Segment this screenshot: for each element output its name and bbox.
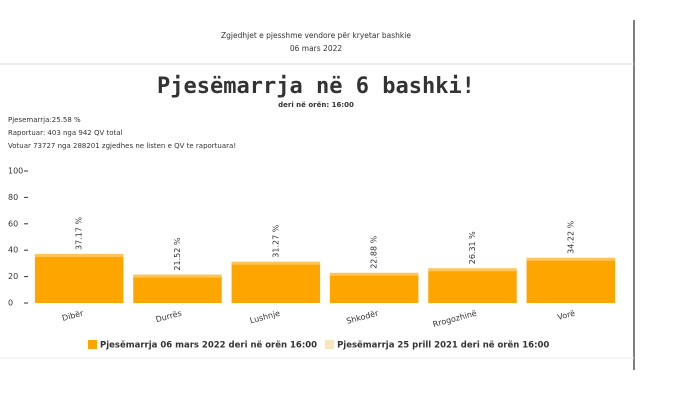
bar: [133, 274, 222, 303]
bar: [428, 268, 517, 303]
x-tick-label: Vorë: [556, 309, 576, 322]
y-tick-label: 20: [8, 272, 18, 281]
legend-label: Pjesëmarrja 25 prill 2021 deri në orën 1…: [337, 341, 549, 351]
x-tick-label: Shkodër: [345, 308, 380, 325]
header-line: Zgjedhjet e pjesshme vendore për kryetar…: [221, 31, 411, 40]
x-tick-label: Durrës: [155, 309, 183, 325]
bar: [329, 272, 419, 303]
bar: [526, 257, 616, 303]
header-date: 06 mars 2022: [290, 44, 343, 53]
y-tick-label: 40: [8, 246, 18, 255]
value-label: 37.17 %: [75, 216, 84, 249]
bar: [34, 253, 124, 303]
legend-swatch: [325, 340, 335, 349]
legend-swatch: [88, 340, 97, 349]
x-tick-label: Rrogozhinë: [432, 309, 478, 329]
x-tick-label: Lushnje: [249, 309, 281, 326]
value-label: 26.31 %: [468, 231, 477, 264]
bar: [231, 261, 321, 303]
chart-subtitle: deri në orën: 16:00: [278, 101, 354, 109]
bar-highlight: [526, 257, 616, 261]
y-tick-label: 100: [8, 167, 23, 176]
y-tick-label: 0: [8, 299, 13, 308]
info-line: Votuar 73727 nga 288201 zgjedhes ne list…: [8, 142, 236, 150]
bar-highlight: [34, 253, 124, 257]
value-label: 34.22 %: [566, 220, 575, 253]
bar-highlight: [329, 272, 419, 276]
chart-title: Pjesëmarrja në 6 bashki!: [157, 74, 475, 99]
info-line: Pjesemarrja:25.58 %: [8, 116, 81, 124]
bar-highlight: [428, 268, 517, 272]
bar-highlight: [231, 261, 321, 265]
x-tick-label: Dibër: [61, 308, 85, 322]
info-line: Raportuar: 403 nga 942 QV total: [8, 129, 123, 137]
legend-label: Pjesëmarrja 06 mars 2022 deri në orën 16…: [100, 341, 317, 351]
value-label: 21.52 %: [173, 237, 182, 270]
value-label: 22.88 %: [370, 235, 379, 268]
value-label: 31.27 %: [271, 224, 280, 257]
y-tick-label: 60: [8, 219, 18, 228]
bar-highlight: [133, 274, 222, 278]
y-tick-label: 80: [8, 193, 18, 202]
